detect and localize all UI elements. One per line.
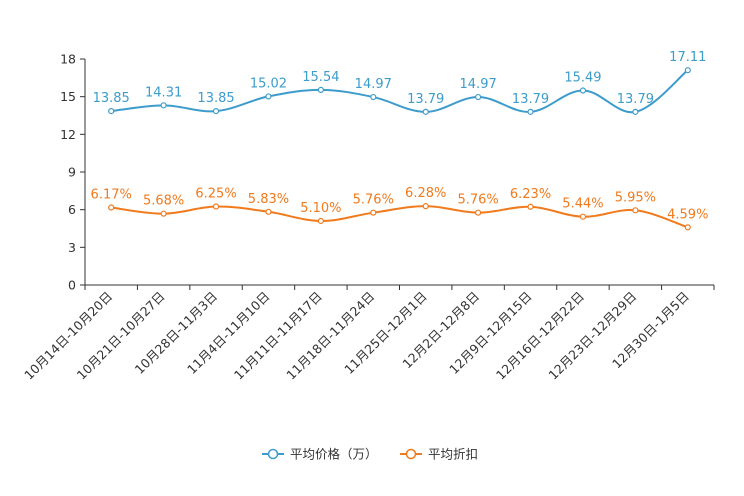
data-label-avg-price: 14.97 bbox=[460, 77, 497, 92]
series-line-avg-discount bbox=[111, 205, 689, 229]
x-tick-label: 11月11日-11月17日 bbox=[231, 289, 325, 383]
x-tick-label: 10月21日-10月27日 bbox=[74, 289, 168, 383]
data-point-avg-discount bbox=[160, 210, 167, 217]
data-label-avg-discount: 5.44% bbox=[562, 197, 603, 212]
data-point-avg-price bbox=[317, 86, 324, 93]
x-tick-label: 10月14日-10月20日 bbox=[21, 289, 115, 383]
x-tick-label: 12月16日-12月22日 bbox=[493, 289, 587, 383]
data-point-avg-price bbox=[108, 108, 115, 115]
x-tick-label: 12月23日-12月29日 bbox=[545, 289, 639, 383]
data-point-avg-discount bbox=[265, 208, 272, 215]
data-label-avg-discount: 5.10% bbox=[300, 201, 341, 216]
data-label-avg-price: 13.85 bbox=[197, 91, 234, 106]
data-point-avg-price bbox=[370, 93, 377, 101]
data-point-avg-price bbox=[212, 108, 220, 115]
legend-item-avg-price[interactable]: 平均价格（万） bbox=[262, 447, 378, 462]
data-point-avg-discount bbox=[579, 213, 587, 220]
legend-label: 平均价格（万） bbox=[290, 447, 378, 462]
data-point-avg-discount bbox=[370, 209, 377, 216]
data-point-avg-discount bbox=[632, 207, 639, 214]
data-label-avg-discount: 5.76% bbox=[457, 193, 498, 208]
data-label-avg-discount: 5.83% bbox=[248, 192, 289, 207]
data-label-avg-price: 13.79 bbox=[512, 92, 549, 107]
data-point-avg-price bbox=[527, 108, 534, 115]
data-labels: 13.85 14.31 13.85 15.02 15.54 14.97 13.79 14.97… bbox=[91, 50, 709, 222]
series-group bbox=[108, 67, 691, 231]
data-point-avg-price bbox=[265, 93, 272, 100]
data-point-avg-price bbox=[422, 108, 429, 115]
data-point-avg-price bbox=[684, 67, 691, 74]
y-tick-label: 6 bbox=[68, 202, 76, 217]
data-label-avg-discount: 6.25% bbox=[195, 187, 236, 202]
data-label-avg-discount: 5.68% bbox=[143, 194, 184, 209]
data-label-avg-discount: 6.23% bbox=[510, 187, 551, 202]
data-point-avg-discount bbox=[422, 203, 429, 210]
legend-marker-icon bbox=[267, 448, 279, 460]
data-label-avg-price: 15.54 bbox=[302, 70, 339, 85]
data-point-avg-price bbox=[160, 102, 167, 109]
y-tick-label: 3 bbox=[68, 240, 76, 255]
data-point-avg-discount bbox=[212, 203, 220, 210]
data-point-avg-discount bbox=[317, 217, 324, 225]
legend-label: 平均折扣 bbox=[428, 447, 478, 462]
data-point-avg-discount bbox=[108, 204, 115, 211]
data-label-avg-discount: 6.28% bbox=[405, 186, 446, 201]
data-label-avg-price: 13.79 bbox=[407, 92, 444, 107]
data-point-avg-discount bbox=[527, 203, 534, 210]
data-label-avg-discount: 5.76% bbox=[353, 193, 394, 208]
data-point-avg-price bbox=[579, 87, 587, 94]
legend[interactable]: 平均价格（万） 平均折扣 bbox=[262, 447, 478, 462]
y-tick-label: 18 bbox=[60, 52, 76, 67]
y-tick-label: 15 bbox=[60, 89, 76, 104]
legend-marker-icon bbox=[405, 448, 417, 460]
data-label-avg-price: 13.79 bbox=[617, 92, 654, 107]
legend-item-avg-discount[interactable]: 平均折扣 bbox=[400, 447, 478, 462]
data-point-avg-discount bbox=[475, 209, 482, 216]
y-tick-label: 9 bbox=[68, 165, 76, 180]
y-tick-label: 12 bbox=[60, 127, 76, 142]
data-point-avg-price bbox=[475, 93, 482, 101]
data-label-avg-price: 14.31 bbox=[145, 85, 182, 100]
data-point-avg-price bbox=[632, 108, 639, 115]
data-label-avg-discount: 4.59% bbox=[667, 207, 708, 222]
y-tick-label: 0 bbox=[68, 278, 76, 293]
data-label-avg-price: 13.85 bbox=[93, 91, 130, 106]
x-tick-label: 11月18日-11月24日 bbox=[283, 289, 377, 383]
data-point-avg-discount bbox=[684, 224, 691, 231]
data-label-avg-discount: 5.95% bbox=[615, 190, 656, 205]
data-label-avg-price: 15.49 bbox=[564, 71, 601, 86]
data-label-avg-discount: 6.17% bbox=[91, 188, 132, 203]
data-label-avg-price: 15.02 bbox=[250, 76, 287, 91]
data-label-avg-price: 14.97 bbox=[355, 77, 392, 92]
data-label-avg-price: 17.11 bbox=[669, 50, 706, 65]
